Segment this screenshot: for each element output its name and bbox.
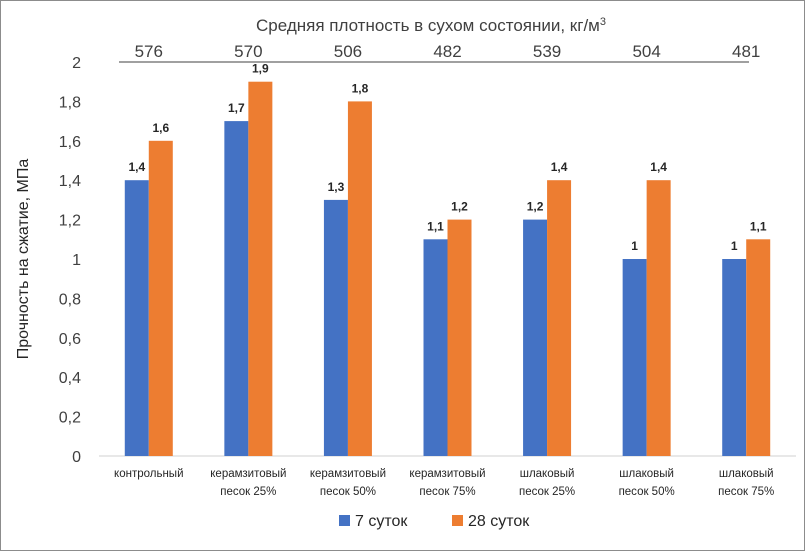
bar (523, 219, 548, 456)
bar (423, 239, 448, 456)
data-label: 1,1 (750, 219, 767, 233)
data-label: 1,7 (228, 101, 245, 115)
y-tick-label: 1,6 (59, 134, 81, 151)
x-axis-labels: контрольный керамзитовый песок 25% керамзит… (114, 468, 774, 498)
bar (347, 101, 372, 457)
bar (224, 121, 249, 456)
density-value: 481 (732, 42, 760, 61)
y-tick-label: 0,8 (59, 291, 81, 308)
data-label: 1,8 (352, 81, 369, 95)
bar (248, 81, 273, 456)
y-tick-label: 0 (72, 449, 81, 466)
y-tick-label: 0,2 (59, 410, 81, 427)
data-label: 1,3 (328, 180, 345, 194)
x-tick-label: керамзитовый песок 75% (409, 468, 485, 498)
x-tick-label: керамзитовый песок 25% (210, 468, 286, 498)
data-label: 1,6 (152, 121, 169, 135)
data-label: 1,4 (128, 160, 145, 174)
y-tick-label: 1,8 (59, 94, 81, 111)
legend-swatch-7-days (339, 515, 350, 526)
density-value: 539 (533, 42, 561, 61)
x-tick-label: шлаковый песок 25% (519, 468, 575, 498)
legend-swatch-28-days (452, 515, 463, 526)
bar (622, 259, 647, 456)
x-tick-label: шлаковый песок 50% (619, 468, 675, 498)
legend: 7 суток 28 суток (339, 513, 530, 530)
legend-label-28-days: 28 суток (468, 513, 530, 530)
density-value: 570 (234, 42, 262, 61)
y-tick-label: 1 (72, 252, 81, 269)
x-tick-label: керамзитовый песок 50% (310, 468, 386, 498)
legend-label-7-days: 7 суток (355, 513, 408, 530)
y-axis-ticks: 0 0,2 0,4 0,6 0,8 1 1,2 1,4 1,6 1,8 2 (59, 55, 81, 466)
bar (323, 199, 348, 456)
bar (746, 239, 771, 456)
bars (124, 81, 771, 457)
density-value: 576 (135, 42, 163, 61)
data-label: 1,9 (252, 62, 269, 76)
y-tick-label: 0,4 (59, 370, 81, 387)
x-tick-label: контрольный (114, 468, 183, 480)
y-tick-label: 0,6 (59, 331, 81, 348)
density-labels: 576 570 506 482 539 504 481 (135, 42, 761, 61)
chart-title: Средняя плотность в сухом состоянии, кг/… (256, 16, 606, 35)
data-labels: 1,4 1,6 1,7 1,9 1,3 1,8 1,1 1,2 1,2 1,4 1 1,4 1 1,1 (128, 62, 766, 253)
data-label: 1 (631, 239, 638, 253)
bar (124, 180, 149, 456)
bar (447, 219, 472, 456)
density-value: 482 (433, 42, 461, 61)
data-label: 1 (731, 239, 738, 253)
bar (148, 140, 173, 457)
y-tick-label: 1,2 (59, 213, 81, 230)
data-label: 1,2 (527, 200, 544, 214)
bar (547, 180, 572, 456)
density-value: 504 (632, 42, 660, 61)
data-label: 1,4 (650, 160, 667, 174)
bar (722, 259, 747, 456)
y-axis-label: Прочность на сжатие, МПа (15, 159, 32, 360)
x-tick-label: шлаковый песок 75% (718, 468, 774, 498)
data-label: 1,1 (427, 219, 444, 233)
data-label: 1,4 (551, 160, 568, 174)
y-tick-label: 2 (72, 55, 81, 72)
data-label: 1,2 (451, 200, 468, 214)
y-tick-label: 1,4 (59, 173, 81, 190)
bar (646, 180, 671, 456)
density-value: 506 (334, 42, 362, 61)
